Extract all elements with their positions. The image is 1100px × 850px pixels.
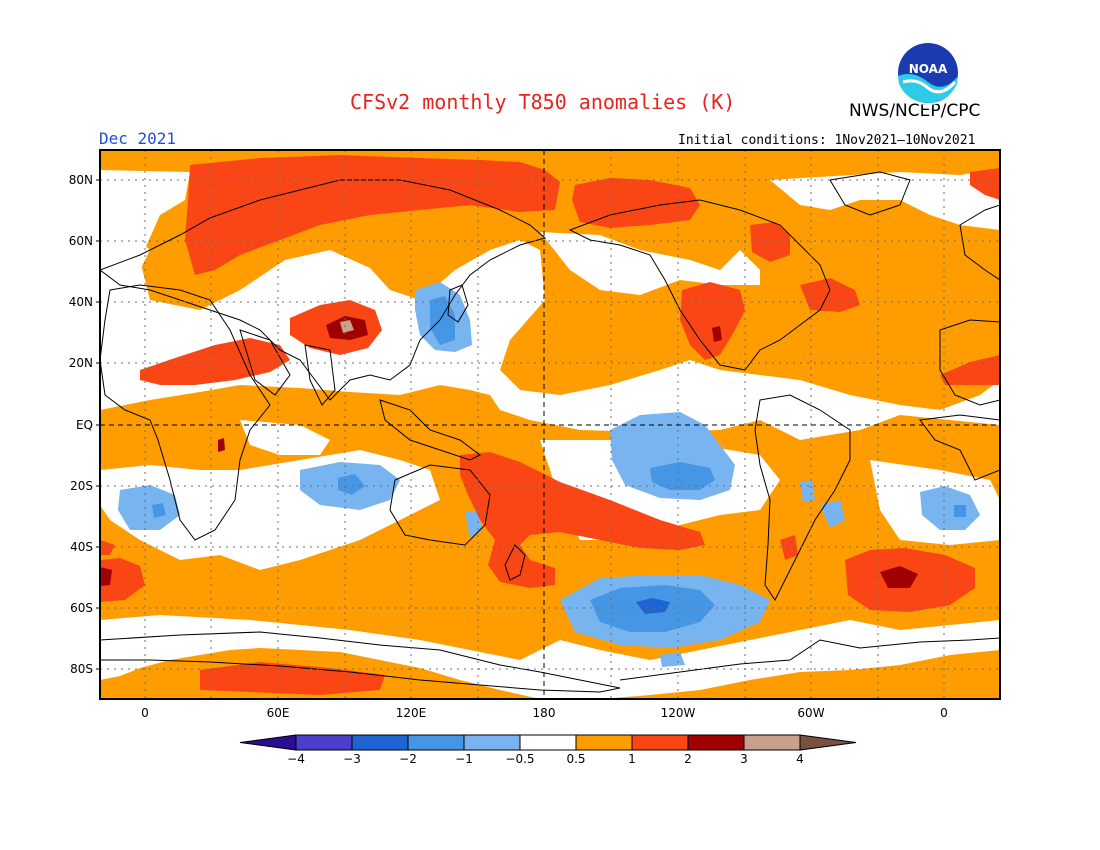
colorbar-label: −0.5 (505, 752, 534, 766)
colorbar-label: −2 (399, 752, 417, 766)
noaa-logo-icon: NOAA (895, 40, 961, 106)
colorbar-legend: −4 −3 −2 −1 −0.5 0.5 1 2 3 4 (239, 734, 857, 766)
colorbar-swatch (743, 734, 801, 751)
lat-label: EQ (76, 418, 93, 432)
very-warm-regions (340, 320, 354, 333)
colorbar-arrow-low (239, 734, 297, 751)
lon-label: 120W (661, 706, 696, 720)
colorbar-label: 4 (796, 752, 804, 766)
graticule (100, 150, 1000, 699)
lat-label: 60N (69, 234, 93, 248)
colorbar-label: −1 (455, 752, 473, 766)
lat-label: 40S (70, 540, 93, 554)
anomaly-field (100, 150, 1000, 699)
lat-label: 60S (70, 601, 93, 615)
colorbar-swatch (463, 734, 521, 751)
lon-label: 0 (141, 706, 149, 720)
colorbar-swatch (295, 734, 353, 751)
lon-label: 180 (533, 706, 556, 720)
colorbar-swatch (351, 734, 409, 751)
colorbar-swatch (575, 734, 633, 751)
lon-label: 0 (940, 706, 948, 720)
colorbar-arrow-high (799, 734, 857, 751)
colorbar-label: 1 (628, 752, 636, 766)
colorbar-label: 3 (740, 752, 748, 766)
lat-label: 20S (70, 479, 93, 493)
lat-label: 40N (69, 295, 93, 309)
colorbar-label: −3 (343, 752, 361, 766)
map-title: CFSv2 monthly T850 anomalies (K) (350, 90, 736, 114)
agency-label: NWS/NCEP/CPC (849, 101, 981, 121)
colorbar-label: 0.5 (566, 752, 585, 766)
lat-label: 80N (69, 173, 93, 187)
lon-label: 60W (797, 706, 824, 720)
colorbar-swatch (631, 734, 689, 751)
strong-cool-regions (636, 598, 670, 614)
initial-conditions: Initial conditions: 1Nov2021–10Nov2021 (678, 133, 976, 148)
reference-lines (100, 150, 1000, 699)
lon-label: 120E (396, 706, 427, 720)
lat-label: 80S (70, 662, 93, 676)
colorbar-swatch (407, 734, 465, 751)
noaa-logo-text: NOAA (909, 62, 948, 76)
colorbar-label: −4 (287, 752, 305, 766)
colorbar-swatch (519, 734, 577, 751)
latitude-labels: 80N 60N 40N 20N EQ 20S 40S 60S 80S (69, 173, 100, 676)
coastlines (100, 171, 1000, 693)
forecast-month: Dec 2021 (99, 129, 177, 148)
lat-label: 20N (69, 356, 93, 370)
colorbar-swatch (687, 734, 745, 751)
longitude-labels: 0 60E 120E 180 120W 60W 0 (141, 706, 948, 720)
lon-label: 60E (267, 706, 290, 720)
colorbar-label: 2 (684, 752, 692, 766)
